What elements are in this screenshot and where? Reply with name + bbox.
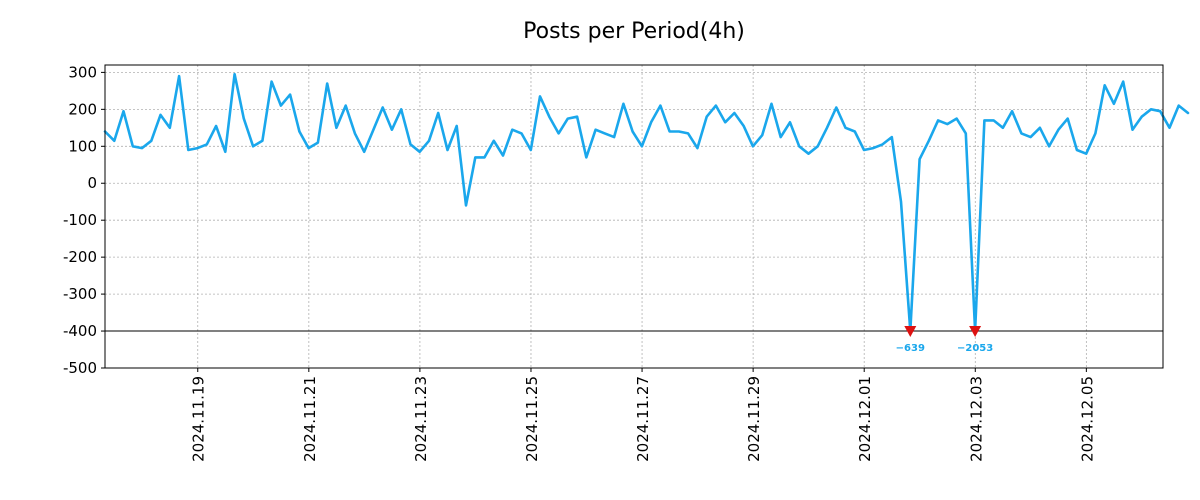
y-tick-label: -200: [63, 248, 97, 266]
y-axis: 300 200 100 0 -100 -200 -300 -400 -500: [63, 63, 105, 377]
series-group: [103, 72, 1190, 333]
x-axis: 2024.11.19 2024.11.21 2024.11.23 2024.11.25…: [190, 368, 1096, 462]
y-tick-label: 100: [68, 137, 97, 155]
y-tick-label: 300: [68, 63, 97, 81]
x-tick-label: 2024.12.03: [967, 376, 985, 462]
y-tick-label: -300: [63, 285, 97, 303]
x-tick-label: 2024.12.05: [1078, 376, 1096, 462]
outlier-marker: [904, 326, 917, 338]
x-tick-label: 2024.11.21: [301, 376, 319, 462]
y-tick-label: -100: [63, 211, 97, 229]
chart-title: Posts per Period(4h): [523, 19, 745, 44]
grid: [105, 65, 1163, 369]
y-tick-label: -400: [63, 322, 97, 340]
outlier-label: −639: [896, 343, 925, 354]
y-tick-label: -500: [63, 359, 97, 377]
x-tick-label: 2024.11.29: [745, 376, 763, 462]
x-tick-label: 2024.11.19: [190, 376, 208, 462]
plot-frame: [104, 64, 1164, 369]
y-tick-label: 200: [68, 100, 97, 118]
annotations-group: −639 −2053: [896, 326, 993, 354]
outlier-marker: [969, 326, 982, 338]
x-tick-label: 2024.11.25: [523, 376, 541, 462]
outlier-label: −2053: [957, 343, 993, 354]
y-tick-label: 0: [87, 174, 97, 192]
series-line: [103, 72, 1190, 333]
x-tick-label: 2024.12.01: [856, 376, 874, 462]
x-tick-label: 2024.11.27: [634, 376, 652, 462]
x-tick-label: 2024.11.23: [412, 376, 430, 462]
